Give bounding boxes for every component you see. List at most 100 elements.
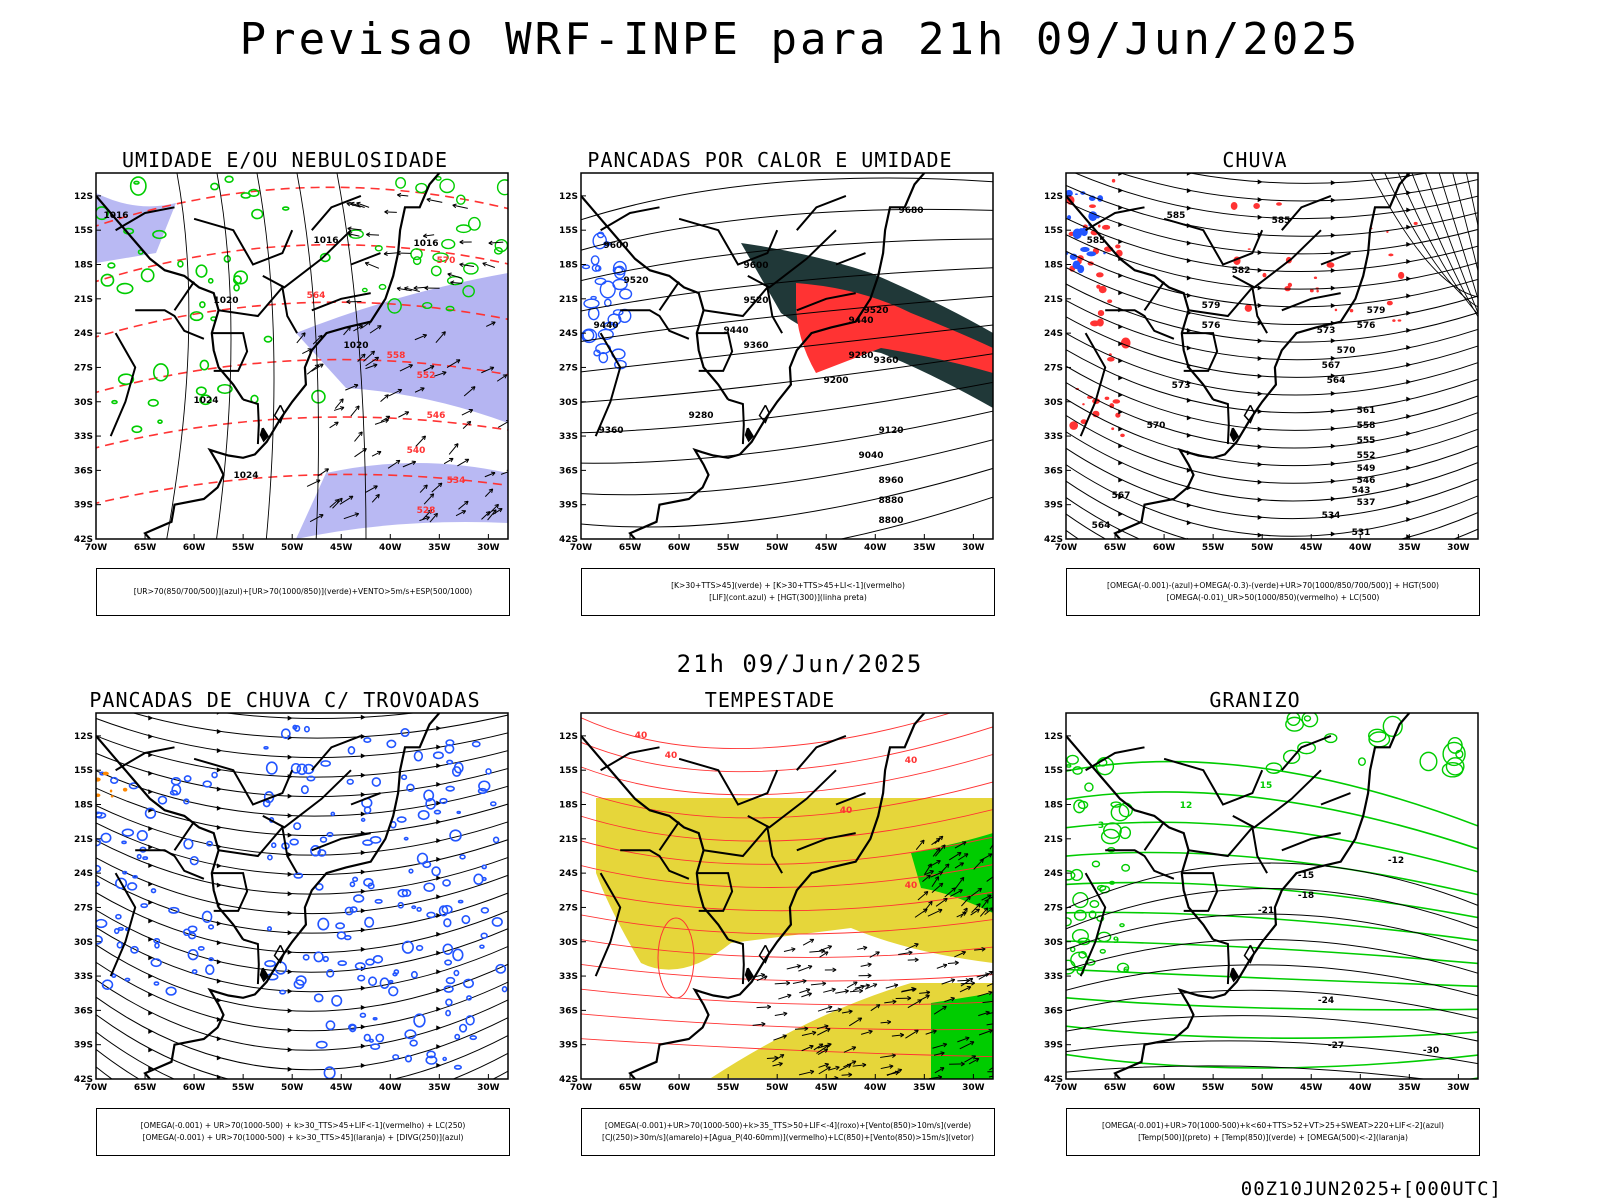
wind-vector-head bbox=[807, 965, 813, 970]
temp-500-contour bbox=[1066, 964, 1478, 997]
streamline-850 bbox=[581, 1013, 993, 1031]
state-border bbox=[1105, 849, 1175, 880]
wind-vector-head bbox=[983, 907, 989, 912]
contour-label: 8880 bbox=[878, 496, 903, 506]
state-border bbox=[109, 332, 137, 437]
wind-vector-head bbox=[338, 497, 343, 503]
map-layer bbox=[96, 713, 508, 1079]
divergence-contour bbox=[113, 927, 120, 935]
divergence-contour bbox=[183, 798, 190, 805]
flow-arrowhead bbox=[1118, 205, 1124, 211]
wind-vector-head bbox=[354, 512, 360, 517]
wind-vector-head bbox=[938, 908, 943, 914]
flow-arrowhead bbox=[1330, 513, 1336, 519]
flow-arrowhead bbox=[1186, 520, 1192, 526]
map-umidade: 1016 1016 1016 1020 1020 1024 1024 570 564 558 552… bbox=[74, 172, 509, 553]
divergence-contour bbox=[331, 994, 343, 1007]
divergence-contour bbox=[315, 1040, 328, 1049]
lifted-index-contour bbox=[612, 278, 628, 291]
flow-arrowhead bbox=[287, 852, 293, 858]
lagoon-outline bbox=[758, 944, 771, 964]
state-border bbox=[727, 398, 745, 445]
wind-vector bbox=[461, 409, 473, 416]
panel-title: TEMPESTADE bbox=[704, 688, 836, 712]
flow-arrowhead bbox=[1118, 563, 1123, 568]
temp-850-contour bbox=[1066, 754, 1079, 765]
lon-tick-label: 55W bbox=[717, 1083, 740, 1093]
wind-vector bbox=[772, 1062, 783, 1067]
divergence-contour bbox=[443, 918, 452, 928]
map-frame bbox=[580, 712, 994, 1080]
wind-vector bbox=[380, 394, 389, 402]
wind-vector-head bbox=[867, 973, 872, 978]
divergence-contour bbox=[121, 840, 127, 845]
wind-vector-head bbox=[375, 493, 380, 499]
divergence-contour bbox=[115, 913, 122, 920]
lon-tick-label: 60W bbox=[183, 1083, 206, 1093]
divergence-contour bbox=[303, 725, 310, 733]
wind-vector bbox=[302, 348, 312, 355]
divergence-contour bbox=[410, 970, 418, 979]
wind-vector-head bbox=[374, 356, 380, 362]
divergence-contour bbox=[466, 995, 472, 1001]
wind-vector bbox=[414, 334, 427, 341]
wind-vector-head bbox=[995, 1022, 999, 1026]
lat-tick-label: 21S bbox=[74, 295, 93, 305]
divergence-contour bbox=[197, 946, 205, 951]
wind-vector-head bbox=[423, 484, 428, 489]
wind-vector-head bbox=[464, 458, 470, 463]
divergence-contour bbox=[388, 986, 399, 997]
streamline bbox=[1056, 83, 1488, 130]
panel-trovoadas: PANCADAS DE CHUVA C/ TROVOADAS 12S 15S 18S… bbox=[50, 688, 520, 1158]
divergence-contour bbox=[280, 728, 291, 740]
streamline-850 bbox=[581, 713, 952, 749]
lifted-index-contour bbox=[587, 306, 600, 321]
wind-vector bbox=[798, 1070, 815, 1076]
lake-outline bbox=[1229, 427, 1239, 443]
wind-vector bbox=[841, 1074, 852, 1076]
contour-label: 9120 bbox=[878, 426, 903, 436]
wind-vector-head bbox=[853, 981, 858, 986]
low-level-humidity-contour bbox=[233, 270, 249, 285]
divergence-contour bbox=[349, 881, 356, 888]
wind-vector bbox=[885, 984, 899, 989]
wind-vector bbox=[933, 1005, 947, 1015]
divergence-contour bbox=[271, 842, 277, 849]
lat-tick-label: 27S bbox=[1044, 363, 1063, 373]
wind-vector-head bbox=[981, 946, 986, 952]
wind-vector bbox=[977, 991, 993, 997]
contour-label: 534 bbox=[1322, 511, 1341, 521]
flow-arrowhead bbox=[1330, 285, 1336, 291]
flow-arrowhead bbox=[216, 786, 222, 792]
wind-vector bbox=[786, 965, 801, 970]
state-border bbox=[242, 938, 260, 985]
rain-cell bbox=[1066, 189, 1073, 197]
wind-vector bbox=[387, 459, 401, 469]
contour-label: 564 bbox=[307, 291, 326, 301]
streamline bbox=[1370, 173, 1478, 298]
state-border bbox=[620, 849, 690, 880]
wind-vector bbox=[936, 964, 948, 969]
streamline-850 bbox=[581, 914, 993, 935]
state-border bbox=[262, 229, 352, 289]
state-border bbox=[311, 194, 362, 231]
lon-tick-label: 40W bbox=[379, 543, 402, 553]
lake-outline bbox=[259, 967, 269, 983]
divergence-contour bbox=[183, 775, 192, 783]
rain-cell bbox=[1096, 318, 1104, 327]
state-border bbox=[1232, 229, 1322, 289]
streamline bbox=[1425, 173, 1478, 314]
flow-arrowhead bbox=[1257, 355, 1263, 361]
divergence-contour bbox=[426, 1050, 436, 1059]
streamline-850 bbox=[581, 939, 993, 958]
flow-arrowhead bbox=[1186, 345, 1192, 351]
low-level-humidity-contour bbox=[422, 302, 433, 310]
wind-vector-head bbox=[858, 988, 864, 994]
flow-arrowhead bbox=[1186, 275, 1192, 281]
low-level-humidity-contour bbox=[199, 359, 210, 371]
state-border bbox=[658, 281, 680, 311]
low-level-humidity-contour bbox=[415, 182, 428, 194]
wind-vector-head bbox=[832, 967, 837, 973]
divergence-contour bbox=[438, 905, 449, 917]
height-300-contour bbox=[581, 353, 993, 403]
